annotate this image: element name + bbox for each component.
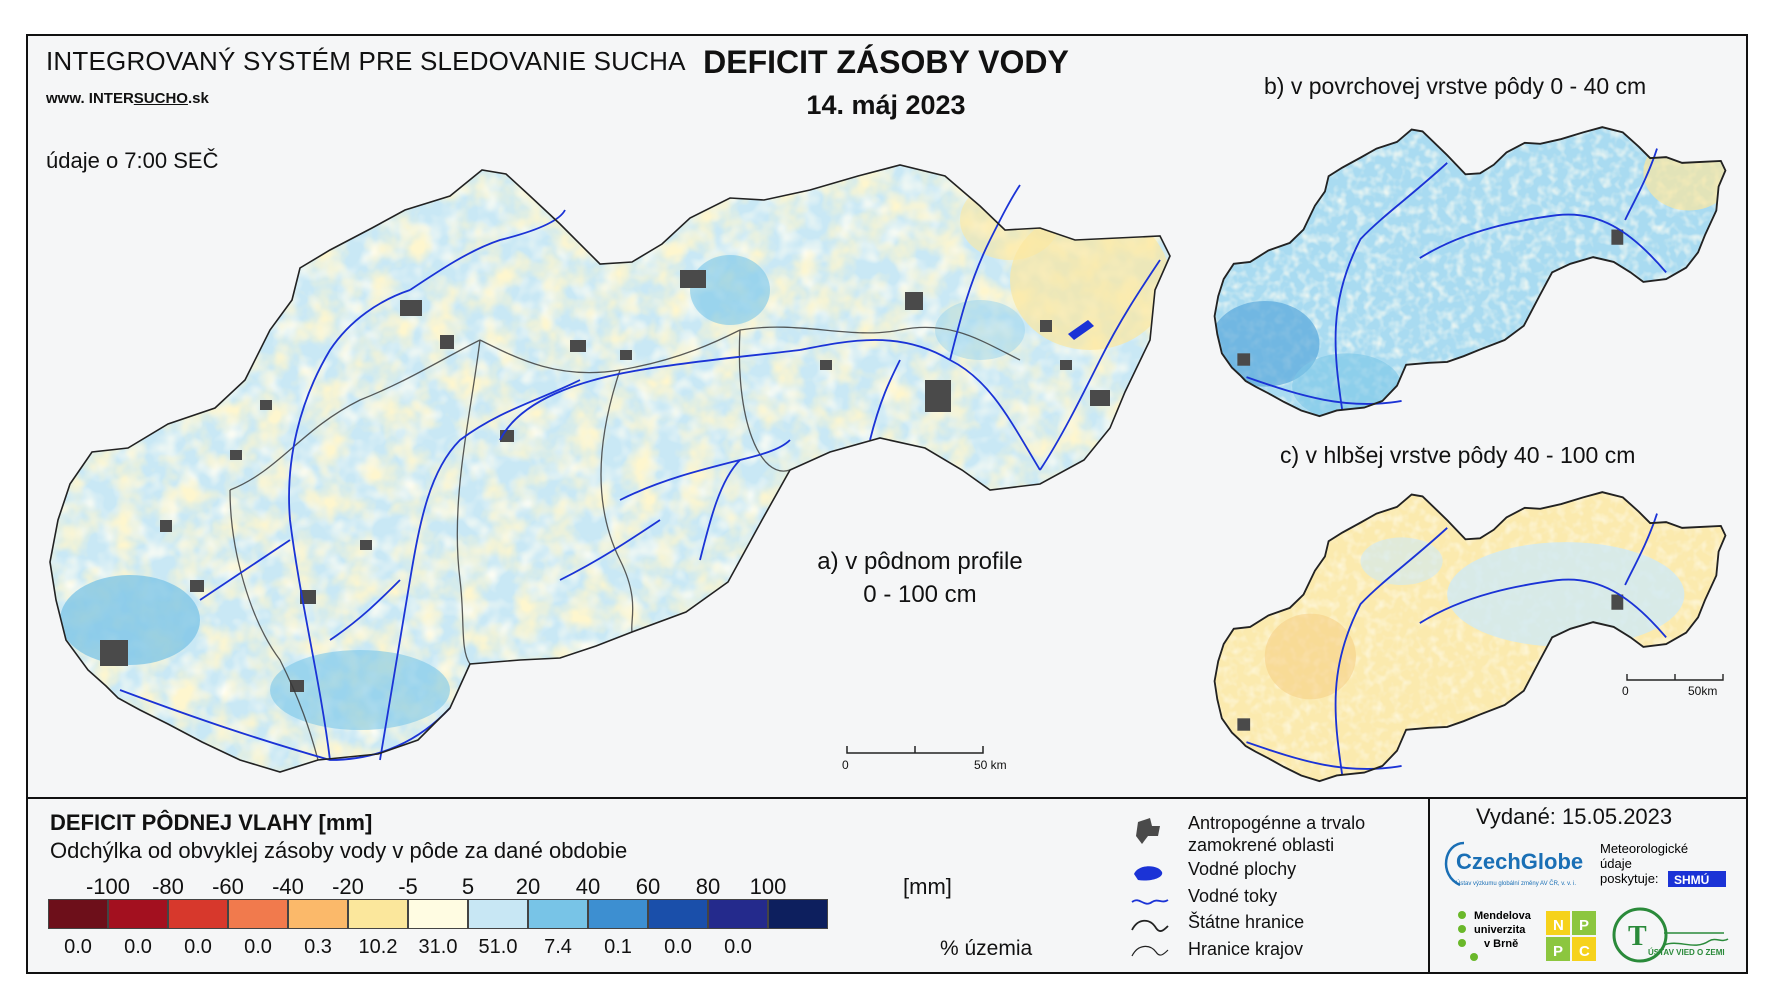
panel-a-label: a) v pôdnom profile 0 - 100 cm <box>817 548 1023 608</box>
legend-color-cell <box>528 899 588 929</box>
legend-percent-value: 0.0 <box>244 936 272 958</box>
legend-tick-label: -80 <box>152 874 184 899</box>
legend-percent-value: 0.3 <box>304 936 332 958</box>
nppc-logo-icon: N P P C <box>1546 911 1596 961</box>
percent-label: % územia <box>940 937 1033 960</box>
legend-percent-value: 7.4 <box>544 936 572 958</box>
meteo-line1: Meteorologické <box>1600 841 1688 856</box>
legend-color-cell <box>648 899 708 929</box>
credits-divider <box>1428 797 1430 974</box>
legend-tick-label: -20 <box>332 874 364 899</box>
legend-tick-label: -60 <box>212 874 244 899</box>
legend-color-cell <box>708 899 768 929</box>
legend-percent-value: 0.0 <box>124 936 152 958</box>
legend-tick-label: -100 <box>85 874 131 899</box>
region-border-label: Hranice krajov <box>1188 939 1304 959</box>
legend-color-cell <box>468 899 528 929</box>
state-border-label: Štátne hranice <box>1188 912 1305 932</box>
legend-color-cell <box>168 899 228 929</box>
nppc-c: C <box>1579 943 1590 960</box>
map-panel-c <box>1213 491 1727 783</box>
data-time: údaje o 7:00 SEČ <box>46 148 219 173</box>
panel-b-label: b) v povrchovej vrstve pôdy 0 - 40 cm <box>1264 73 1647 99</box>
meteo-line3: poskytuje: <box>1600 871 1659 886</box>
map-panel-b <box>1213 126 1727 418</box>
czechglobe-sub: Ústav výzkumu globální změny AV ČR, v. v… <box>1456 880 1576 887</box>
shmu-logo-icon <box>1668 871 1726 887</box>
system-title: INTEGROVANÝ SYSTÉM PRE SLEDOVANIE SUCHA <box>46 46 686 76</box>
uvz-letter: T <box>1628 921 1647 952</box>
website-link[interactable]: www. INTERSUCHO.sk <box>46 90 209 107</box>
small-scalebar <box>1626 674 1724 681</box>
water-body-icon <box>1134 866 1163 881</box>
mendel-logo-icon <box>1458 911 1478 961</box>
urban-area-icon <box>1136 818 1160 844</box>
nppc-n: N <box>1553 917 1564 934</box>
credit-logos: CzechGlobe Ústav výzkumu globální změny … <box>1444 841 1729 963</box>
scale-end: 50 km <box>974 758 1007 772</box>
legend-tick-label: 40 <box>575 874 601 899</box>
legend-percent-value: 51.0 <box>478 936 518 958</box>
legend-unit: [mm] <box>903 874 952 899</box>
shmu-text: SHMÚ <box>1674 872 1709 887</box>
scale-start: 0 <box>842 758 849 772</box>
legend-tick-label: 100 <box>749 874 787 899</box>
legend-color-cell <box>108 899 168 929</box>
legend-color-cell <box>348 899 408 929</box>
legend-tick-label: 60 <box>635 874 661 899</box>
legend-color-cell <box>228 899 288 929</box>
legend-percent-value: 0.1 <box>604 936 632 958</box>
river-icon <box>1131 899 1169 905</box>
panel-c-label: c) v hlbšej vrstve pôdy 40 - 100 cm <box>1280 442 1636 468</box>
legend-percent-value: 31.0 <box>418 936 458 958</box>
legend-divider <box>28 797 1746 799</box>
symbol-legend-icons <box>1131 818 1169 957</box>
map-title: DEFICIT ZÁSOBY VODY <box>703 44 1069 80</box>
legend-percent-value: 0.0 <box>664 936 692 958</box>
small-scale-start: 0 <box>1622 684 1629 698</box>
czechglobe-text: CzechGlobe <box>1456 849 1583 874</box>
small-scale-end: 50km <box>1688 684 1718 698</box>
czechglobe-logo-icon <box>1444 841 1465 887</box>
legend-color-cell <box>768 899 828 929</box>
mendel-line2: univerzita <box>1474 924 1526 936</box>
uvz-logo-icon <box>1612 907 1668 963</box>
legend-subtitle: Odchýlka od obvyklej zásoby vody v pôde … <box>50 838 628 863</box>
water-label: Vodné plochy <box>1188 859 1297 879</box>
legend-percent-value: 0.0 <box>184 936 212 958</box>
legend-tick-label: 5 <box>461 874 475 899</box>
legend-percent-value: 0.0 <box>64 936 92 958</box>
mendel-line3: v Brně <box>1484 938 1518 950</box>
urban-label: Antropogénne a trvalo zamokrené oblasti <box>1188 813 1366 855</box>
legend-color-cell <box>588 899 648 929</box>
legend-tick-label: -5 <box>398 874 418 899</box>
region-border-icon <box>1131 945 1169 957</box>
legend-title: DEFICIT PÔDNEJ VLAHY [mm] <box>50 810 373 835</box>
legend-tick-label: 20 <box>515 874 541 899</box>
legend-color-cell <box>288 899 348 929</box>
rivers-label: Vodné toky <box>1188 886 1278 906</box>
legend-percent-value: 0.0 <box>724 936 752 958</box>
mendel-line1: Mendelova <box>1474 910 1532 922</box>
legend-tick-label: -40 <box>272 874 304 899</box>
issued-date: Vydané: 15.05.2023 <box>1476 804 1673 829</box>
map-date: 14. máj 2023 <box>806 90 966 120</box>
legend-color-cell <box>408 899 468 929</box>
state-border-icon <box>1131 919 1169 932</box>
meteo-line2: údaje <box>1600 856 1632 871</box>
nppc-p1: P <box>1579 917 1589 934</box>
legend-color-cell <box>48 899 108 929</box>
legend-tick-label: 80 <box>695 874 721 899</box>
nppc-p2: P <box>1553 943 1563 960</box>
legend-percent-value: 10.2 <box>358 936 398 958</box>
uvz-text: ÚSTAV VIED O ZEMI <box>1648 948 1725 957</box>
